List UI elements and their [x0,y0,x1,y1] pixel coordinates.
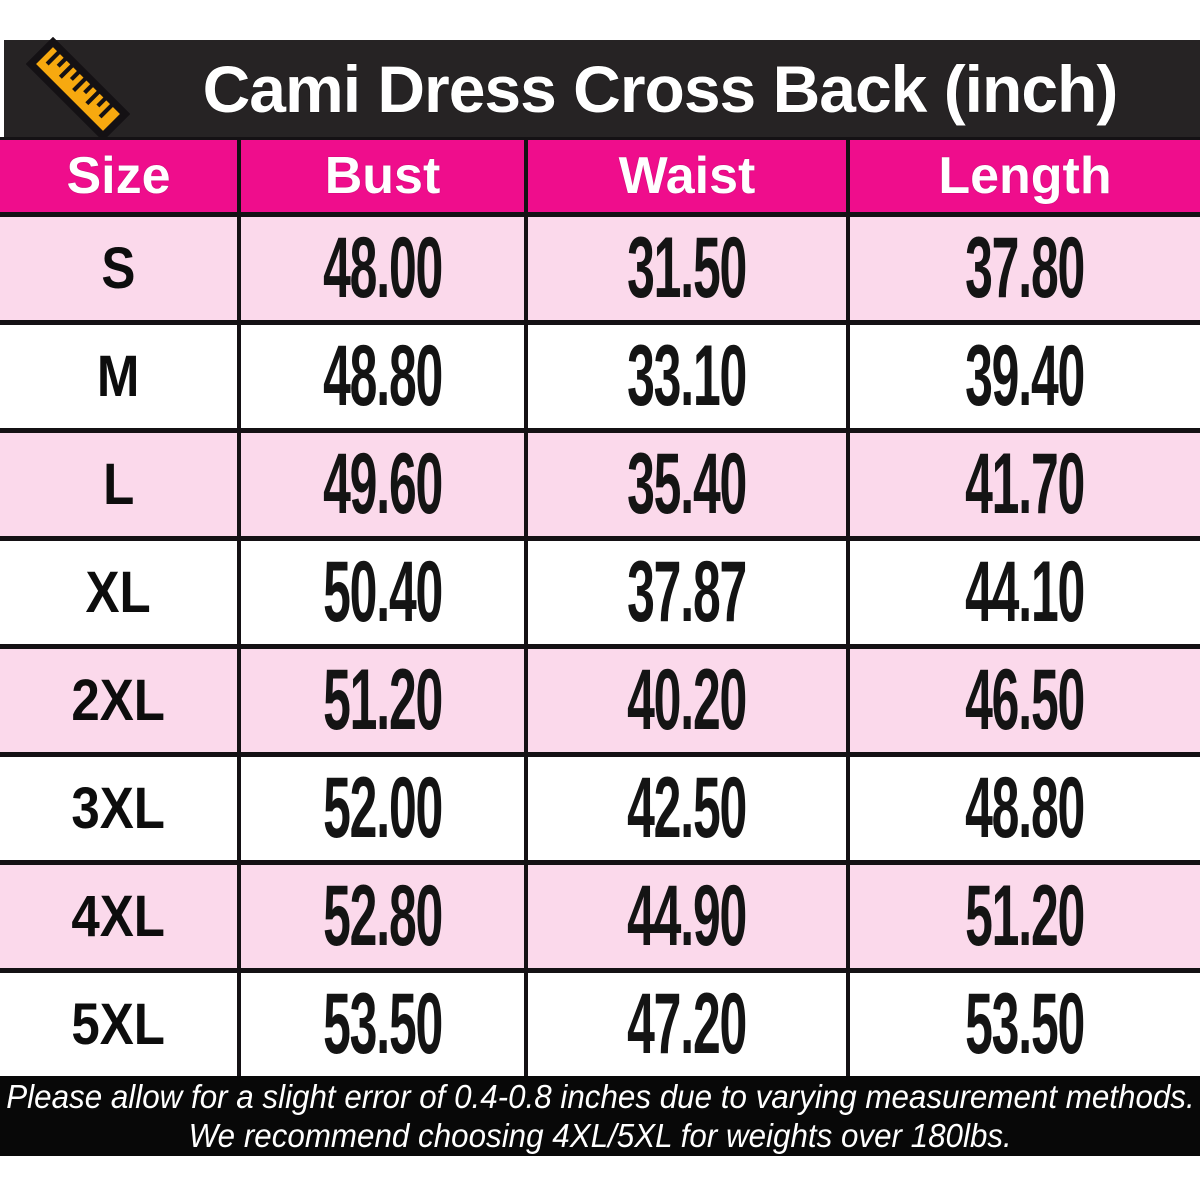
cell-length: 39.40 [850,325,1200,428]
cell-bust: 48.00 [241,217,524,320]
cell-size: 4XL [0,865,237,968]
table-row: S 48.00 31.50 37.80 [0,217,1200,320]
cell-bust: 53.50 [241,973,524,1076]
cell-size: 2XL [0,649,237,752]
table-row: L 49.60 35.40 41.70 [0,433,1200,536]
column-header-length: Length [850,140,1200,212]
cell-bust: 50.40 [241,541,524,644]
page-title: Cami Dress Cross Back (inch) [202,51,1119,126]
column-header-bust: Bust [241,140,524,212]
table-row: XL 50.40 37.87 44.10 [0,541,1200,644]
cell-size: 3XL [0,757,237,860]
title-bar: Cami Dress Cross Back (inch) [4,36,1200,141]
cell-waist: 35.40 [528,433,846,536]
table-row: 2XL 51.20 40.20 46.50 [0,649,1200,752]
column-header-size: Size [0,140,237,212]
cell-length: 48.80 [850,757,1200,860]
cell-size: XL [0,541,237,644]
cell-size: M [0,325,237,428]
column-header-waist: Waist [528,140,846,212]
cell-bust: 52.00 [241,757,524,860]
cell-waist: 31.50 [528,217,846,320]
cell-bust: 49.60 [241,433,524,536]
cell-waist: 37.87 [528,541,846,644]
cell-size: 5XL [0,973,237,1076]
cell-length: 44.10 [850,541,1200,644]
cell-size: L [0,433,237,536]
cell-length: 53.50 [850,973,1200,1076]
cell-length: 37.80 [850,217,1200,320]
table-header-row: Size Bust Waist Length [0,140,1200,212]
footer-note-line2: We recommend choosing 4XL/5XL for weight… [188,1117,1012,1154]
table-row: 4XL 52.80 44.90 51.20 [0,865,1200,968]
table-row: M 48.80 33.10 39.40 [0,325,1200,428]
size-chart-table: Size Bust Waist Length S 48.00 31.50 37.… [0,137,1200,1076]
footer-note-line1: Please allow for a slight error of 0.4-0… [5,1078,1195,1115]
cell-waist: 44.90 [528,865,846,968]
cell-length: 46.50 [850,649,1200,752]
cell-bust: 52.80 [241,865,524,968]
cell-length: 51.20 [850,865,1200,968]
cell-bust: 48.80 [241,325,524,428]
cell-length: 41.70 [850,433,1200,536]
cell-waist: 40.20 [528,649,846,752]
table-row: 5XL 53.50 47.20 53.50 [0,973,1200,1076]
ruler-icon [26,36,130,141]
cell-bust: 51.20 [241,649,524,752]
footer-note-bar: Please allow for a slight error of 0.4-0… [0,1076,1200,1156]
cell-waist: 42.50 [528,757,846,860]
cell-waist: 33.10 [528,325,846,428]
cell-waist: 47.20 [528,973,846,1076]
cell-size: S [0,217,237,320]
table-row: 3XL 52.00 42.50 48.80 [0,757,1200,860]
